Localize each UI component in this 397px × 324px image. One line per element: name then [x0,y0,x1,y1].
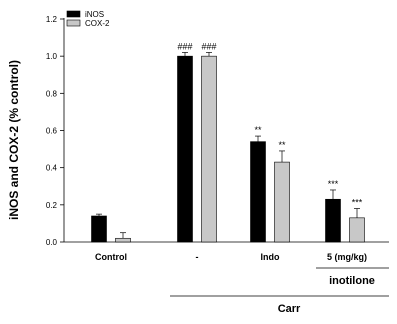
carr-group-label: Carr [278,303,301,315]
legend-label-cox2: COX-2 [85,19,110,28]
y-tick-label: 0.4 [46,164,58,173]
x-category-label: 5 (mg/kg) [327,252,367,262]
inotilone-group-label: inotilone [329,275,375,287]
y-tick-label: 0.2 [46,201,58,210]
significance-labels: ### ###********** [177,41,362,207]
significance-label: *** [352,198,363,208]
significance-label: ** [278,140,286,150]
significance-label: *** [328,179,339,189]
y-tick-label: 0.6 [46,127,58,136]
y-tick-label: 0.8 [46,89,58,98]
chart-legend: iNOS COX-2 [66,10,110,28]
bar-cox2-3 [349,217,365,243]
significance-label: ### [201,41,216,51]
bar-inos-1 [177,55,193,243]
legend-swatch-cox2 [66,19,81,27]
bar-inos-0 [91,215,107,243]
bar-cox2-1 [201,55,217,243]
x-category-label: - [196,252,199,262]
x-category-label: Indo [261,252,280,262]
bar-inos-2 [250,141,266,243]
y-axis-label: iNOS and COX-2 (% control) [7,60,21,220]
legend-swatch-inos [66,10,81,18]
bar-cox2-2 [274,161,290,243]
y-tick-label: 1.2 [46,15,58,24]
x-axis-categories: Control - Indo 5 (mg/kg) [95,252,367,262]
x-category-label: Control [95,252,127,262]
bar-cox2-0 [115,237,131,243]
chart-bars [91,52,365,243]
y-axis-ticks: 0.0 0.2 0.4 0.6 0.8 1.0 1.2 [46,15,64,247]
y-tick-label: 0.0 [46,238,58,247]
legend-label-inos: iNOS [85,10,104,19]
y-tick-label: 1.0 [46,52,58,61]
significance-label: ** [254,125,262,135]
significance-label: ### [177,41,192,51]
bar-inos-3 [325,198,341,243]
